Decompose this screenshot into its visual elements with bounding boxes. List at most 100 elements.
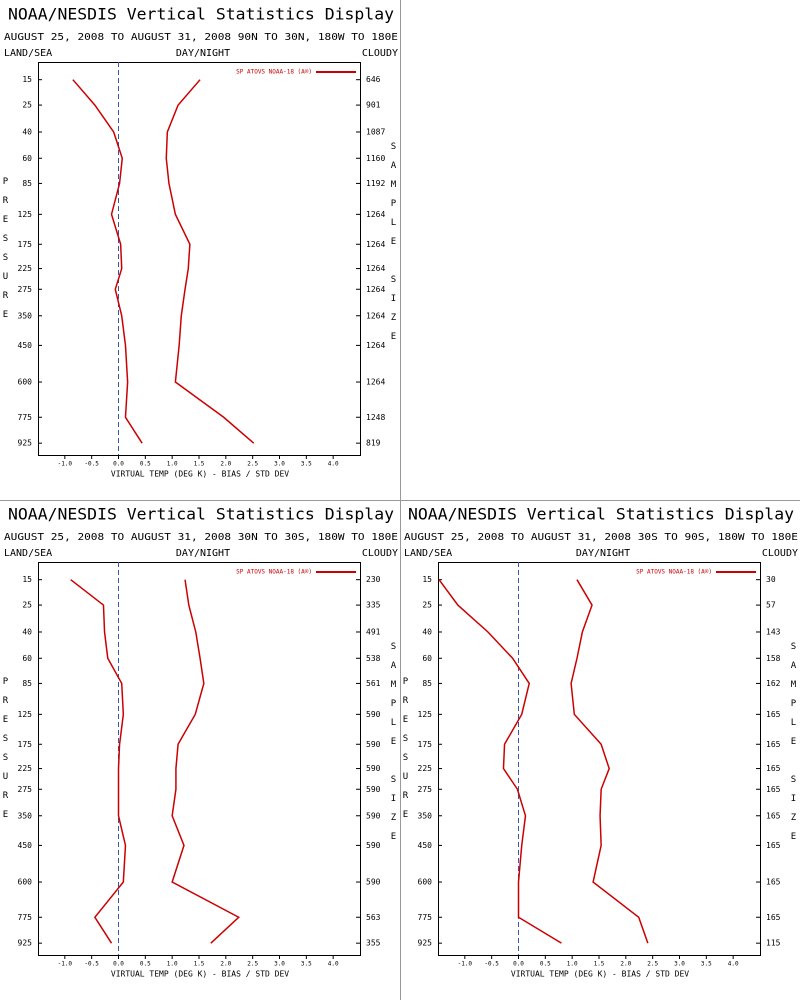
y2-axis-label: SAMPLE SIZE [389, 642, 399, 851]
sample-size-label: 162 [766, 679, 781, 688]
sample-size-label: 563 [366, 913, 381, 922]
sample-size-label: 819 [366, 439, 381, 448]
sample-size-label: 115 [766, 939, 781, 948]
panel-subtitle: AUGUST 25, 2008 TO AUGUST 31, 2008 90N T… [4, 32, 398, 43]
land-sea-label: LAND/SEA [404, 548, 452, 559]
x-tick-label: 1.0 [167, 961, 178, 968]
sample-size-label: 901 [366, 101, 381, 110]
x-tick-label: 3.5 [701, 961, 712, 968]
y-tick-label: 350 [418, 811, 433, 820]
legend-label: SP ATOVS NOAA-18 (A®) [236, 69, 312, 76]
x-tick-label: -0.5 [84, 961, 99, 968]
sample-size-label: 1264 [366, 311, 385, 320]
land-sea-label: LAND/SEA [4, 48, 52, 59]
x-tick-label: -1.0 [458, 961, 473, 968]
x-tick-label: 4.0 [328, 961, 339, 968]
y-tick-label: 25 [422, 601, 432, 610]
x-tick-label: 2.0 [220, 961, 231, 968]
sample-size-label: 590 [366, 764, 381, 773]
y-tick-label: 275 [18, 285, 33, 294]
x-axis-label: VIRTUAL TEMP (DEG K) - BIAS / STD DEV [511, 970, 689, 979]
cloudy-label: CLOUDY [362, 48, 398, 59]
y-tick-label: 925 [18, 939, 33, 948]
cloudy-label: CLOUDY [362, 548, 398, 559]
sample-size-label: 1264 [366, 285, 385, 294]
sample-size-label: 230 [366, 575, 381, 584]
y-tick-label: 85 [422, 679, 432, 688]
x-tick-label: 3.0 [274, 461, 285, 468]
y-tick-label: 60 [22, 154, 32, 163]
sample-size-label: 355 [366, 939, 381, 948]
y-axis-label: PRESSURE [1, 677, 11, 829]
profile-line [171, 579, 240, 944]
sample-size-label: 30 [766, 575, 776, 584]
x-tick-label: 2.0 [620, 961, 631, 968]
y-tick-label: 775 [18, 413, 33, 422]
sample-size-label: 1264 [366, 341, 385, 350]
profile-line [70, 579, 127, 944]
sample-size-label: 590 [366, 710, 381, 719]
x-tick-label: 3.0 [674, 961, 685, 968]
y-tick-label: 175 [418, 740, 433, 749]
y-tick-label: 775 [418, 913, 433, 922]
sample-size-label: 143 [766, 627, 781, 636]
x-tick-label: 2.5 [247, 961, 258, 968]
x-tick-label: 1.5 [194, 461, 205, 468]
x-tick-label: 0.5 [540, 961, 551, 968]
sample-size-label: 165 [766, 878, 781, 887]
y-tick-label: 60 [22, 654, 32, 663]
legend-label: SP ATOVS NOAA-18 (A®) [636, 569, 712, 576]
x-tick-label: -1.0 [58, 961, 73, 968]
sample-size-label: 1264 [366, 210, 385, 219]
y-tick-label: 40 [422, 627, 432, 636]
sample-size-label: 1264 [366, 264, 385, 273]
y-tick-label: 450 [418, 841, 433, 850]
x-axis-label: VIRTUAL TEMP (DEG K) - BIAS / STD DEV [111, 470, 289, 479]
sample-size-label: 165 [766, 764, 781, 773]
y-tick-label: 775 [18, 913, 33, 922]
profile-line [165, 79, 255, 444]
x-tick-label: 4.0 [328, 461, 339, 468]
y-tick-label: 25 [22, 601, 32, 610]
x-tick-label: 1.5 [594, 961, 605, 968]
sample-size-label: 335 [366, 601, 381, 610]
y-tick-label: 600 [18, 378, 33, 387]
y-tick-label: 600 [418, 878, 433, 887]
day-night-label: DAY/NIGHT [176, 548, 230, 559]
y-tick-label: 225 [18, 764, 33, 773]
sample-size-label: 590 [366, 740, 381, 749]
profile-line [438, 579, 562, 944]
y-tick-label: 175 [18, 240, 33, 249]
y-tick-label: 15 [22, 75, 32, 84]
y-tick-label: 125 [418, 710, 433, 719]
x-tick-label: 4.0 [728, 961, 739, 968]
y-tick-label: 40 [22, 127, 32, 136]
panel-subtitle: AUGUST 25, 2008 TO AUGUST 31, 2008 30S T… [404, 532, 798, 543]
y-tick-label: 60 [422, 654, 432, 663]
x-tick-label: 0.0 [113, 961, 124, 968]
sample-size-label: 590 [366, 785, 381, 794]
x-axis-label: VIRTUAL TEMP (DEG K) - BIAS / STD DEV [111, 970, 289, 979]
x-tick-label: 0.5 [140, 461, 151, 468]
y-axis-label: PRESSURE [401, 677, 411, 829]
x-tick-label: 3.0 [274, 961, 285, 968]
sample-size-label: 538 [366, 654, 381, 663]
legend-label: SP ATOVS NOAA-18 (A®) [236, 569, 312, 576]
y-tick-label: 15 [22, 575, 32, 584]
sample-size-label: 1264 [366, 378, 385, 387]
y-tick-label: 85 [22, 179, 32, 188]
x-tick-label: 1.5 [194, 961, 205, 968]
x-tick-label: 3.5 [301, 461, 312, 468]
x-tick-label: -0.5 [84, 461, 99, 468]
y2-axis-label: SAMPLE SIZE [789, 642, 799, 851]
panel-title: NOAA/NESDIS Vertical Statistics Display [8, 505, 394, 524]
y-tick-label: 450 [18, 841, 33, 850]
y-tick-label: 40 [22, 627, 32, 636]
y-tick-label: 275 [18, 785, 33, 794]
x-tick-label: 1.0 [567, 961, 578, 968]
x-tick-label: 2.5 [647, 961, 658, 968]
sample-size-label: 165 [766, 841, 781, 850]
plot-frame [38, 62, 361, 456]
